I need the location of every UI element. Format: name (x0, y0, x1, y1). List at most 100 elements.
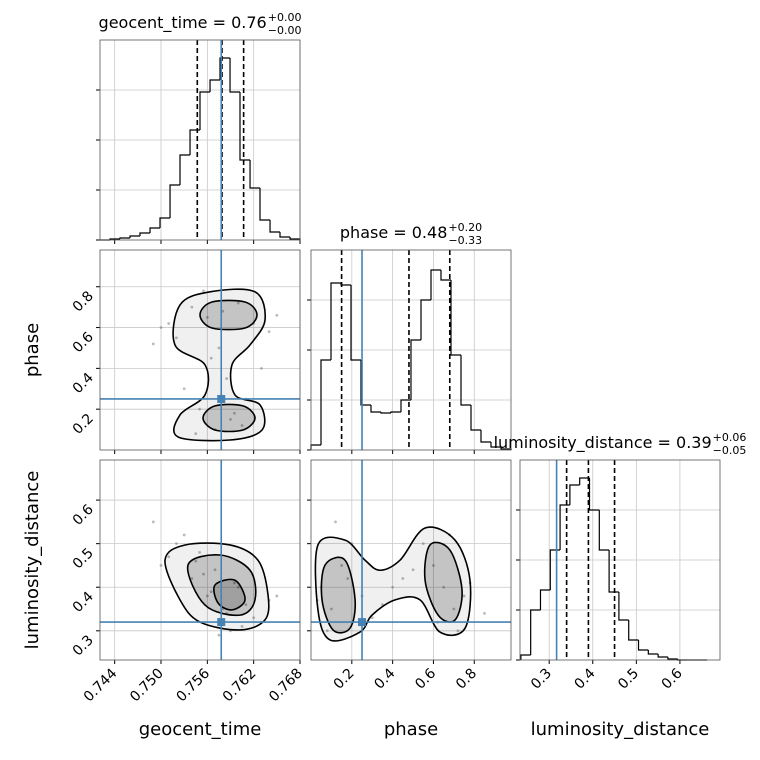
sample-point (232, 411, 236, 415)
sample-point (182, 533, 186, 537)
y-tick-label: 0.5 (70, 545, 97, 572)
sample-point (411, 568, 415, 572)
sample-point (209, 590, 213, 593)
sample-point (232, 581, 236, 585)
hist-bin (330, 282, 341, 360)
truth-marker (217, 394, 226, 403)
panel-frame (99, 249, 301, 451)
x-tick-label: 0.6 (659, 665, 686, 692)
hist-bin (390, 411, 401, 413)
hist-bin (320, 359, 331, 445)
sample-point (275, 594, 279, 598)
sample-point (340, 564, 344, 567)
hist-bin (129, 235, 140, 238)
sample-point (391, 585, 395, 589)
hist-bin (360, 360, 371, 406)
hist-bin (490, 442, 501, 448)
title-sub: −0.05 (713, 444, 747, 457)
sample-point (244, 603, 248, 607)
hist-bin (199, 91, 211, 130)
hist-bin (539, 589, 551, 610)
panel-frame (99, 39, 301, 241)
x-axis-label: phase (384, 719, 438, 740)
sample-point (442, 585, 446, 589)
y-tick-label: 0.6 (70, 502, 97, 529)
sample-point (236, 301, 240, 305)
hist-bin (657, 654, 668, 658)
truth-marker (358, 618, 367, 627)
title-sup: +0.00 (268, 11, 302, 24)
sample-point (330, 607, 333, 611)
sample-point (205, 594, 209, 598)
x-tick-label: 0.6 (412, 665, 439, 692)
hist-bin (598, 510, 610, 551)
panel-frame (99, 459, 301, 661)
sample-point (267, 330, 271, 334)
sample-point (401, 577, 405, 580)
x-tick-label: 0.4 (572, 665, 599, 692)
sample-point (236, 585, 240, 589)
hist-bin (608, 550, 619, 593)
y-axis-label: luminosity_distance (22, 471, 43, 650)
hist-bin (559, 504, 570, 550)
hist-bin (340, 283, 351, 286)
hist-bin (380, 412, 391, 414)
sample-point (175, 542, 178, 546)
sample-point (432, 564, 435, 567)
x-tick-label: 0.5 (615, 666, 642, 693)
y-axis-label: phase (22, 323, 43, 377)
hist-bin (618, 592, 629, 621)
sample-point (370, 616, 374, 620)
y-tick-label: 0.2 (70, 411, 97, 438)
title-sup: +0.06 (713, 431, 747, 444)
panel-frame (310, 459, 512, 661)
contour (320, 556, 357, 634)
x-tick-label: 0.2 (331, 666, 358, 693)
y-tick-label: 0.8 (70, 288, 97, 315)
sample-point (217, 346, 221, 350)
hist-bin (588, 478, 600, 511)
hist-bin (420, 299, 431, 340)
title-sub: −0.00 (268, 24, 302, 37)
x-tick-label: 0.3 (528, 666, 555, 693)
x-tick-label: 0.744 (81, 665, 121, 705)
hist-bin (628, 620, 639, 641)
x-tick-label: 0.756 (174, 665, 214, 705)
x-tick-label: 0.768 (266, 666, 306, 706)
hist-bin (159, 217, 171, 228)
sample-point (159, 326, 163, 329)
sample-point (202, 289, 205, 293)
x-tick-label: 0.762 (220, 666, 260, 706)
sample-point (194, 559, 198, 563)
sample-point (198, 407, 202, 411)
sample-point (221, 309, 225, 313)
hist-bin (279, 232, 291, 238)
panel-title: luminosity_distance = 0.39 (494, 433, 712, 453)
hist-bin (450, 280, 461, 356)
contour (164, 542, 270, 631)
sample-point (462, 594, 466, 598)
hist-bin (647, 650, 659, 655)
hist-bin (520, 654, 531, 660)
sample-point (159, 564, 163, 567)
sample-point (252, 616, 256, 620)
hist-bin (430, 269, 441, 300)
hist-bin (400, 399, 411, 412)
hist-bin (149, 227, 160, 233)
hist-bin (470, 405, 481, 431)
sample-point (421, 542, 425, 546)
sample-point (151, 520, 155, 524)
y-tick-label: 0.3 (70, 632, 97, 659)
sample-point (202, 572, 205, 576)
y-tick-label: 0.4 (70, 370, 97, 397)
hist-bin (530, 609, 541, 655)
sample-point (209, 356, 213, 360)
hist-bin (259, 188, 271, 221)
sample-point (456, 629, 460, 633)
sample-point (225, 377, 229, 380)
hist-bin (239, 92, 251, 161)
title-sub: −0.33 (448, 234, 482, 247)
truth-marker (217, 618, 226, 627)
hist-bin (480, 430, 491, 443)
hist-bin (460, 355, 471, 406)
